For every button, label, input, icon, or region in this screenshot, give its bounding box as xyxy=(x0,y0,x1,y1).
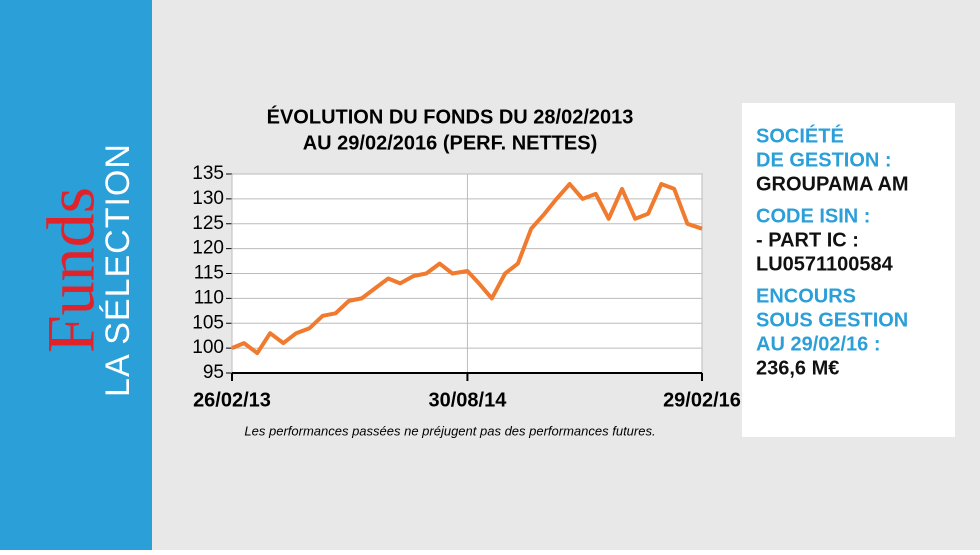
y-tick-label: 95 xyxy=(203,362,224,383)
y-tick-label: 135 xyxy=(192,163,224,184)
info-label: SOCIÉTÉ xyxy=(756,124,844,147)
y-tick-label: 105 xyxy=(192,312,224,333)
brand: Funds xyxy=(33,187,109,353)
brand-subtitle: LA SÉLECTION xyxy=(99,143,137,397)
x-tick-label: 30/08/14 xyxy=(428,389,507,411)
chart-title: AU 29/02/2016 (PERF. NETTES) xyxy=(303,132,598,154)
x-tick-label: 29/02/16 xyxy=(663,389,741,411)
data-line xyxy=(231,182,703,356)
info-label: AU 29/02/16 : xyxy=(756,333,881,355)
info-label: DE GESTION : xyxy=(756,149,892,171)
y-tick-label: 110 xyxy=(194,287,224,308)
y-tick-label: 100 xyxy=(192,337,224,358)
y-tick-label: 125 xyxy=(192,213,224,234)
footnote: Les performances passées ne préjugent pa… xyxy=(244,423,655,438)
y-tick-label: 120 xyxy=(192,238,224,259)
side-band xyxy=(0,0,152,550)
info-value: LU0571100584 xyxy=(756,253,894,275)
info-box xyxy=(742,103,955,437)
info-label: CODE ISIN : xyxy=(756,205,870,227)
x-tick-label: 26/02/13 xyxy=(193,389,271,411)
y-tick-label: 115 xyxy=(194,263,224,284)
info-label: ENCOURS xyxy=(756,285,856,307)
info-value: - PART IC : xyxy=(756,229,859,251)
info-value: 236,6 M€ xyxy=(756,357,839,379)
info-value: GROUPAMA AM xyxy=(756,173,909,195)
info-label: SOUS GESTION xyxy=(756,309,908,331)
chart-title: ÉVOLUTION DU FONDS DU 28/02/2013 xyxy=(267,105,634,128)
y-tick-label: 130 xyxy=(192,188,224,209)
